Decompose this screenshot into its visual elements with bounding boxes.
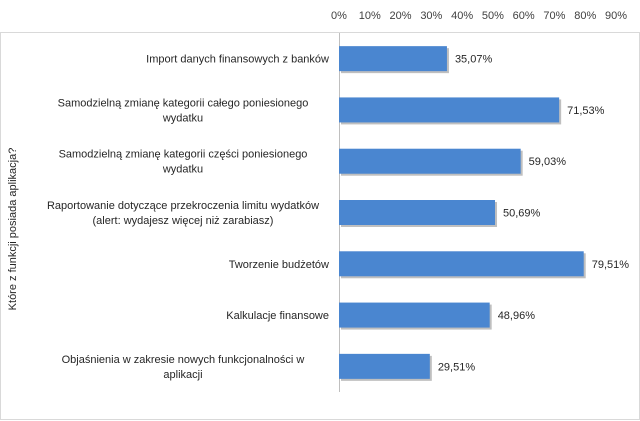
data-label: 35,07% — [455, 54, 493, 66]
x-tick-label: 70% — [543, 10, 565, 22]
x-tick-label: 30% — [420, 10, 442, 22]
category-label: Kalkulacje finansowe — [226, 310, 329, 322]
x-tick-label: 60% — [513, 10, 535, 22]
x-tick-label: 90% — [605, 10, 627, 22]
x-tick-label: 40% — [451, 10, 473, 22]
data-label: 29,51% — [438, 361, 476, 373]
bar — [339, 353, 430, 379]
category-labels: Import danych finansowych z banków Samodz… — [47, 54, 329, 381]
category-label: (alert: wydajesz więcej niż zarabiasz) — [93, 215, 274, 227]
bar — [339, 302, 490, 328]
x-tick-label: 20% — [390, 10, 412, 22]
category-label: Tworzenie budżetów — [229, 259, 329, 271]
category-label: Samodzielną zmianę kategorii części poni… — [59, 149, 308, 161]
data-label: 59,03% — [529, 156, 567, 168]
category-label: aplikacji — [163, 369, 202, 381]
category-label: Samodzielną zmianę kategorii całego poni… — [58, 97, 309, 109]
category-label: Import danych finansowych z banków — [146, 54, 329, 66]
bar — [339, 148, 521, 174]
bar — [339, 46, 447, 72]
data-label: 71,53% — [567, 105, 605, 117]
data-label: 48,96% — [498, 310, 536, 322]
x-tick-label: 50% — [482, 10, 504, 22]
data-labels: 35,07% 71,53% 59,03% 50,69% 79,51% 48,96% 29,5… — [438, 54, 629, 374]
category-label: wydatku — [162, 112, 203, 124]
y-axis-title: Które z funkcji posiada aplikacja? — [7, 148, 19, 311]
bar — [339, 200, 496, 225]
bar — [339, 251, 584, 277]
bars — [339, 46, 586, 381]
category-label: wydatku — [162, 164, 203, 176]
data-label: 50,69% — [503, 208, 541, 220]
x-axis-ticks: 0% 10% 20% 30% 40% 50% 60% 70% 80% 90% — [331, 10, 627, 22]
bar — [339, 97, 560, 123]
x-tick-label: 10% — [359, 10, 381, 22]
data-label: 79,51% — [592, 259, 630, 271]
category-label: Objaśnienia w zakresie nowych funkcjonal… — [62, 354, 305, 366]
category-label: Raportowanie dotyczące przekroczenia lim… — [47, 200, 319, 212]
x-tick-label: 0% — [331, 10, 347, 22]
x-tick-label: 80% — [574, 10, 596, 22]
